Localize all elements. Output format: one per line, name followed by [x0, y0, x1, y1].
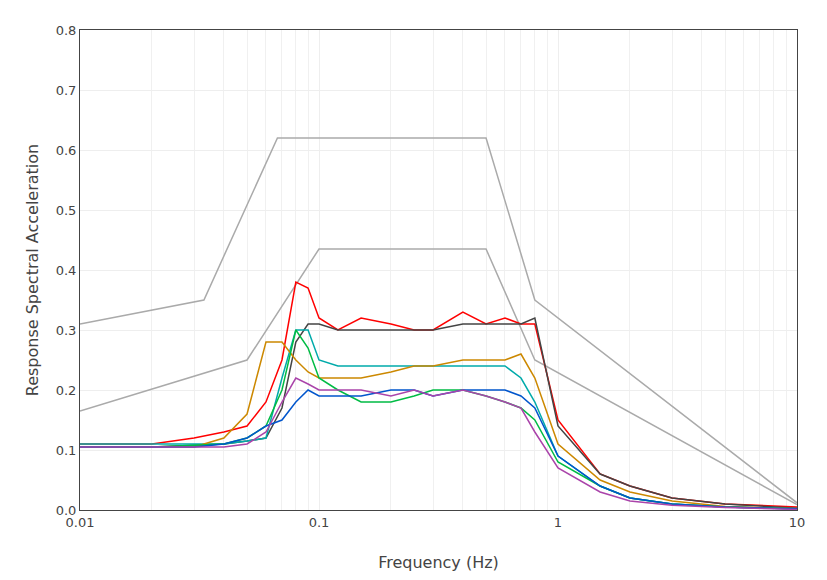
svg-text:10: 10 [789, 515, 806, 530]
svg-text:0.8: 0.8 [56, 23, 77, 38]
svg-text:0.4: 0.4 [56, 263, 77, 278]
svg-text:0.1: 0.1 [56, 443, 77, 458]
svg-text:0.1: 0.1 [309, 515, 330, 530]
svg-text:Frequency (Hz): Frequency (Hz) [378, 553, 499, 572]
svg-text:0.2: 0.2 [56, 383, 77, 398]
svg-text:0.5: 0.5 [56, 203, 77, 218]
svg-text:0.3: 0.3 [56, 323, 77, 338]
svg-text:0.6: 0.6 [56, 143, 77, 158]
svg-text:Response Spectral Acceleration: Response Spectral Acceleration [23, 144, 42, 397]
svg-text:0.0: 0.0 [56, 503, 77, 518]
svg-text:0.7: 0.7 [56, 83, 77, 98]
svg-text:1: 1 [554, 515, 562, 530]
svg-text:0.01: 0.01 [66, 515, 95, 530]
